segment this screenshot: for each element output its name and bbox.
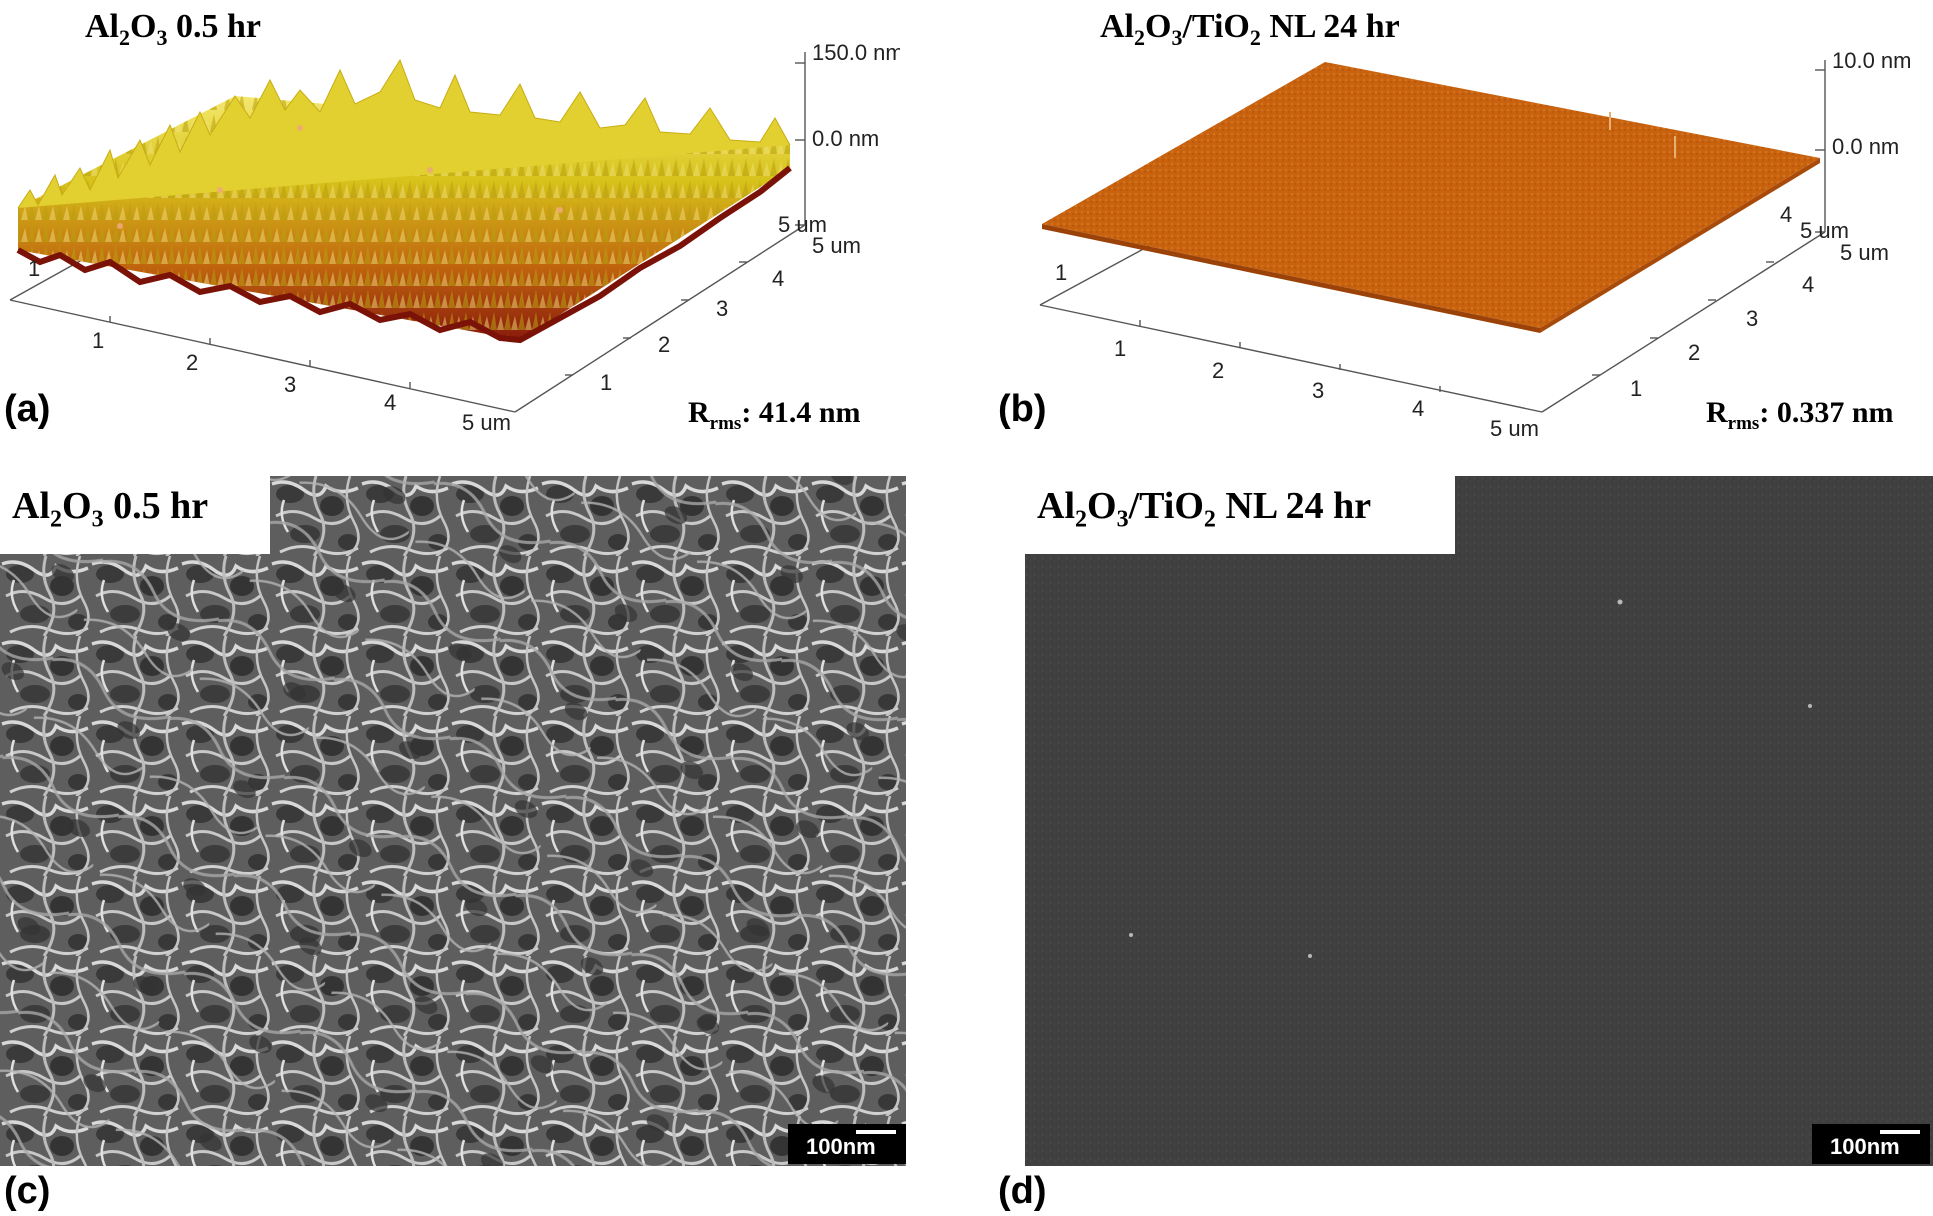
sem-label-c: Al2O3 0.5 hr (0, 476, 270, 554)
scale-bar-c: 100nm (788, 1124, 906, 1164)
afm-rough-surface-a (16, 58, 792, 344)
afm-y-axis-end-a: 5 um (812, 233, 861, 258)
afm-y-tick-4-b: 4 (1802, 272, 1814, 297)
afm-y-tick-2-a: 2 (658, 332, 670, 357)
afm-left-tick-b: 1 (1055, 260, 1067, 285)
afm-z-top-label-a: 150.0 nm (812, 40, 900, 65)
afm-x-tick-4-a: 4 (384, 390, 396, 415)
afm-x-tick-1-a: 1 (92, 328, 104, 353)
sem-texture-c (0, 476, 906, 1166)
panel-letter-a: (a) (4, 388, 51, 430)
rrms-label-b: Rrms: 0.337 nm (1706, 396, 1894, 434)
afm-panel-a: 150.0 nm 0.0 nm 5 um 5 um 5 um 1 1 2 3 4… (0, 0, 904, 440)
panel-letter-d: (d) (998, 1170, 1047, 1212)
afm-title-b: Al2O3/TiO2 NL 24 hr (1100, 8, 1400, 50)
sem-image-d (1025, 476, 1933, 1166)
afm-y-tick-4-a: 4 (772, 266, 784, 291)
afm-x-tick-1-b: 1 (1114, 336, 1126, 361)
rrms-label-a: Rrms: 41.4 nm (688, 396, 861, 434)
afm-y-axis-end-b: 5 um (1840, 240, 1889, 265)
afm-panel-b: 10.0 nm 0.0 nm 4 5 um 5 um 5 um 1 1 2 3 … (1020, 0, 1933, 450)
sem-image-c (0, 476, 906, 1166)
afm-smooth-surface-b (1042, 62, 1820, 333)
afm-x-tick-4-b: 4 (1412, 396, 1424, 421)
afm-y-tick-2-b: 2 (1688, 340, 1700, 365)
afm-title-a: Al2O3 0.5 hr (85, 8, 261, 50)
scale-bar-d: 100nm (1812, 1124, 1930, 1164)
afm-x-axis-end-b: 5 um (1490, 416, 1539, 441)
sem-label-d: Al2O3/TiO2 NL 24 hr (1025, 476, 1455, 554)
afm-x-tick-2-a: 2 (186, 350, 198, 375)
afm-x-tick-2-b: 2 (1212, 358, 1224, 383)
afm-x-tick-3-b: 3 (1312, 378, 1324, 403)
afm-left-tick-a: 1 (28, 256, 40, 281)
afm-y-tick-1-b: 1 (1630, 376, 1642, 401)
afm-z-axis-end-a: 5 um (778, 212, 827, 237)
afm-x-axis-end-a: 5 um (462, 410, 511, 435)
afm-z-axis-end-b: 5 um (1800, 218, 1849, 243)
afm-axes-a (9, 52, 806, 413)
afm-y-tick-3-a: 3 (716, 296, 728, 321)
afm-z-top-label-b: 10.0 nm (1832, 48, 1912, 73)
afm-back-tick-b: 4 (1780, 202, 1792, 227)
afm-surface-plot-b: 10.0 nm 0.0 nm 4 5 um 5 um 5 um 1 1 2 3 … (1039, 48, 1912, 441)
panel-letter-c: (c) (4, 1170, 51, 1212)
afm-y-tick-3-b: 3 (1746, 306, 1758, 331)
afm-z-zero-label-b: 0.0 nm (1832, 134, 1899, 159)
afm-y-tick-1-a: 1 (600, 370, 612, 395)
sem-texture-d (1025, 476, 1933, 1166)
panel-letter-b: (b) (998, 388, 1047, 430)
afm-z-zero-label-a: 0.0 nm (812, 126, 879, 151)
afm-x-tick-3-a: 3 (284, 372, 296, 397)
afm-surface-plot-a: 150.0 nm 0.0 nm 5 um 5 um 5 um 1 1 2 3 4… (9, 40, 904, 435)
